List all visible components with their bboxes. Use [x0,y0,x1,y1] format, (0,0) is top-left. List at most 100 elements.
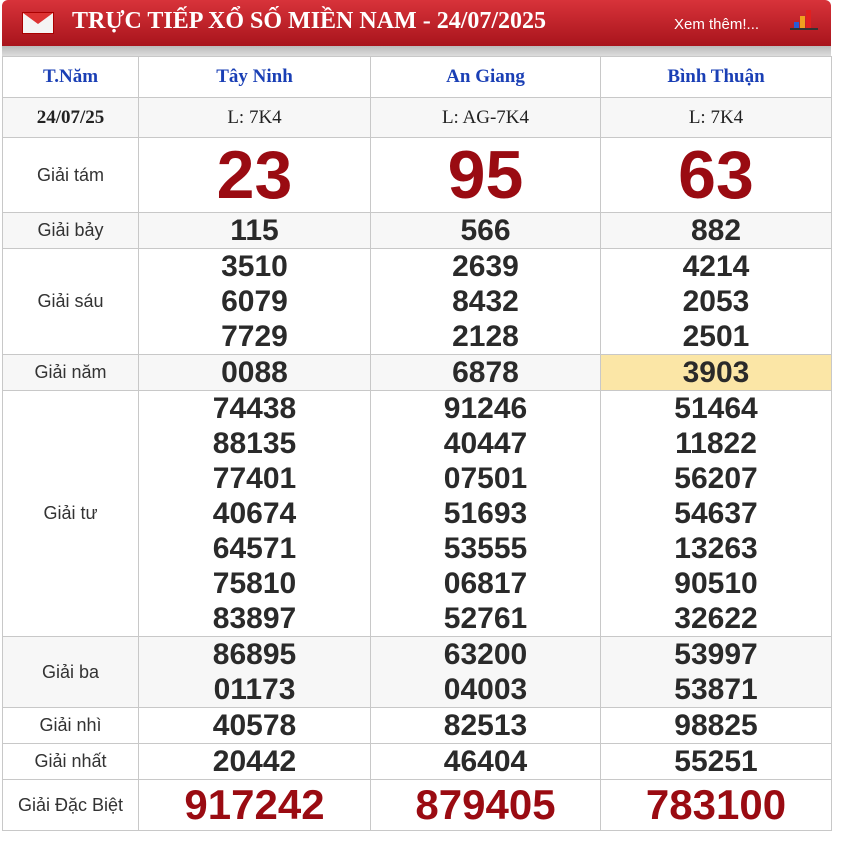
prize-label: Giải nhì [2,707,139,744]
prize-row: Giải bảy 115 566 882 [2,212,832,249]
prize-cell: 51464 11822 56207 54637 13263 90510 32622 [600,390,832,637]
province-tay-ninh[interactable]: Tây Ninh [138,56,371,98]
prize-number: 7729 [221,320,288,353]
date-row: 24/07/25 L: 7K4 L: AG-7K4 L: 7K4 [2,97,832,138]
prize-number: 86895 [212,638,297,671]
prize-number: 46404 [443,745,528,778]
prize-cell: 3510 6079 7729 [138,248,371,355]
prize-number: 11822 [675,427,757,460]
results-table: T.Năm Tây Ninh An Giang Bình Thuận 24/07… [2,56,832,831]
prize-number: 91246 [443,392,528,425]
prize-number: 52761 [443,602,528,635]
prize-number: 77401 [212,462,297,495]
prize-number: 4214 [682,250,750,283]
prize-cell: 882 [600,212,832,249]
prize-number: 6878 [452,356,519,389]
prize-number: 74438 [212,392,297,425]
prize-row: Giải Đặc Biệt 917242 879405 783100 [2,779,832,831]
prize-number: 3903 [682,356,750,389]
prize-label: Giải Đặc Biệt [2,779,139,831]
prize-cell: 63 [600,137,832,213]
prize-number: 54637 [674,497,758,530]
prize-number: 06817 [443,567,528,600]
prize-cell: 6878 [370,354,601,391]
prize-number: 63200 [443,638,528,671]
weekday-header: T.Năm [2,56,139,98]
prize-cell: 879405 [370,779,601,831]
prize-number: 95 [447,137,524,213]
prize-cell: 91246 40447 07501 51693 53555 06817 52761 [370,390,601,637]
prize-number: 566 [460,214,511,247]
prize-number: 63 [678,137,754,213]
prize-number: 115 [230,214,279,247]
prize-cell: 63200 04003 [370,636,601,708]
prize-number: 53871 [674,673,758,706]
prize-row: Giải tám 23 95 63 [2,137,832,213]
prize-cell: 4214 2053 2501 [600,248,832,355]
prize-row: Giải nhì 40578 82513 98825 [2,707,832,744]
prize-number: 2053 [682,285,750,318]
prize-number: 83897 [212,602,297,635]
prize-label: Giải ba [2,636,139,708]
prize-number: 0088 [221,356,288,389]
prize-cell: 566 [370,212,601,249]
bar-chart-icon[interactable] [790,8,818,30]
prize-number: 51464 [674,392,758,425]
prize-cell: 53997 53871 [600,636,832,708]
prize-number: 879405 [415,781,556,828]
ticket-code: L: 7K4 [600,97,832,138]
see-more-link[interactable]: Xem thêm!... [674,16,760,33]
prize-number: 40674 [212,497,297,530]
prize-cell: 783100 [600,779,832,831]
prize-number: 8432 [452,285,519,318]
prize-cell: 98825 [600,707,832,744]
prize-number: 07501 [443,462,528,495]
prize-number: 2128 [452,320,519,353]
prize-cell: 86895 01173 [138,636,371,708]
prize-row: Giải nhất 20442 46404 55251 [2,743,832,780]
prize-number: 64571 [212,532,297,565]
page-title: TRỰC TIẾP XỔ SỐ MIỀN NAM - 24/07/2025 [72,8,547,34]
prize-number: 40578 [212,709,297,742]
prize-cell: 23 [138,137,371,213]
prize-cell: 95 [370,137,601,213]
prize-number: 783100 [645,781,787,828]
prize-number: 53555 [443,532,528,565]
prize-cell: 46404 [370,743,601,780]
prize-cell: 40578 [138,707,371,744]
prize-cell: 74438 88135 77401 40674 64571 75810 83897 [138,390,371,637]
prize-row: Giải ba 86895 01173 63200 04003 53997 53871 [2,636,832,708]
prize-label: Giải tám [2,137,139,213]
prize-cell: 20442 [138,743,371,780]
header-divider [2,46,831,56]
prize-number: 40447 [443,427,528,460]
mail-icon [22,12,54,34]
prize-label: Giải nhất [2,743,139,780]
prize-number: 20442 [212,745,297,778]
prize-number: 51693 [443,497,528,530]
ticket-code: L: AG-7K4 [370,97,601,138]
prize-number: 56207 [674,462,758,495]
prize-label: Giải bảy [2,212,139,249]
prize-number: 2501 [682,320,750,353]
prize-number: 04003 [443,673,528,706]
province-an-giang[interactable]: An Giang [370,56,601,98]
draw-date: 24/07/25 [2,97,139,138]
prize-row: Giải sáu 3510 6079 7729 2639 8432 2128 4214 2053… [2,248,832,355]
prize-number: 13263 [674,532,758,565]
prize-number: 882 [690,214,742,247]
prize-label: Giải tư [2,390,139,637]
province-binh-thuan[interactable]: Bình Thuận [600,56,832,98]
prize-number: 88135 [212,427,297,460]
prize-row: Giải tư 74438 88135 77401 40674 64571 75810 838… [2,390,832,637]
prize-label: Giải năm [2,354,139,391]
prize-number: 6079 [221,285,288,318]
prize-cell: 917242 [138,779,371,831]
header-banner: TRỰC TIẾP XỔ SỐ MIỀN NAM - 24/07/2025 Xe… [2,0,831,46]
prize-number: 53997 [674,638,758,671]
prize-number: 90510 [674,567,758,600]
prize-number: 917242 [184,781,325,828]
prize-number: 82513 [443,709,528,742]
prize-number: 75810 [212,567,297,600]
prize-number: 2639 [452,250,519,283]
